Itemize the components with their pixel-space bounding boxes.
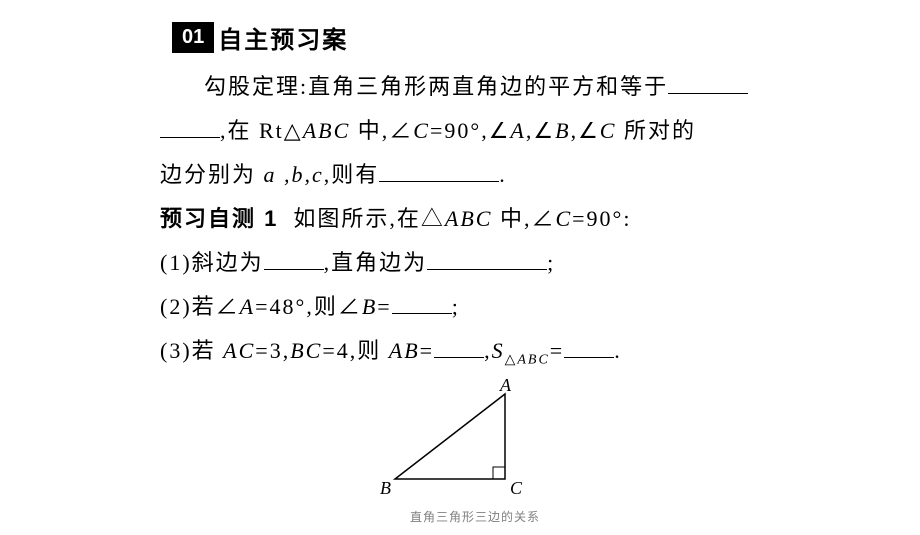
q2b: =48°,则∠	[255, 294, 362, 319]
theorem-text-1: 勾股定理:直角三角形两直角边的平方和等于	[204, 74, 668, 99]
q3S: S	[492, 338, 505, 363]
question-1: (1)斜边为 ,直角边为;	[160, 241, 790, 285]
q3AC: AC	[223, 338, 255, 363]
q2d: ;	[452, 294, 460, 319]
q2a: (2)若∠	[160, 294, 240, 319]
triangle-svg: A B C	[365, 379, 585, 499]
q3d: =	[420, 338, 434, 363]
q3b: =3,	[255, 338, 290, 363]
t2B: B	[555, 118, 570, 143]
t3a: 边分别为	[160, 162, 264, 187]
footer-caption: 直角三角形三边的关系	[160, 508, 790, 525]
selftest-label: 预习自测 1	[160, 206, 278, 231]
section-title: 自主预习案	[218, 20, 348, 55]
t2c: C	[413, 118, 430, 143]
label-C: C	[510, 478, 523, 498]
sthC: C	[555, 206, 572, 231]
q1a: (1)斜边为	[160, 250, 264, 275]
selftest-heading: 预习自测 1 如图所示,在△ABC 中,∠C=90°:	[160, 197, 790, 241]
q1c: ;	[547, 250, 555, 275]
blank-fill	[434, 357, 484, 358]
blank-fill	[668, 93, 748, 94]
sth1: 如图所示,在△	[293, 206, 445, 231]
q3f: =	[550, 338, 564, 363]
t2C2: C	[600, 118, 617, 143]
t2a: ,在 Rt△	[220, 118, 303, 143]
q2A: A	[240, 294, 255, 319]
q3a: (3)若	[160, 338, 223, 363]
theorem-line-2: ,在 Rt△ABC 中,∠C=90°,∠A,∠B,∠C 所对的	[160, 109, 790, 153]
t2b: 中,∠	[350, 118, 413, 143]
blank-fill	[379, 181, 499, 182]
label-A: A	[499, 379, 512, 395]
t2f: ,∠	[571, 118, 600, 143]
q3sub: △ABC	[505, 352, 550, 367]
blank-fill	[392, 313, 452, 314]
q2c: =	[377, 294, 391, 319]
q3BC: BC	[290, 338, 322, 363]
sth2: 中,∠	[492, 206, 555, 231]
t2A: A	[510, 118, 525, 143]
sthabc: ABC	[445, 206, 493, 231]
q3e: ,	[484, 338, 492, 363]
theorem-line-1: 勾股定理:直角三角形两直角边的平方和等于	[160, 65, 790, 109]
label-B: B	[380, 478, 391, 498]
section-badge: 01	[172, 22, 214, 53]
sth3: =90°:	[572, 206, 631, 231]
theorem-line-3: 边分别为 a ,b,c,则有.	[160, 153, 790, 197]
section-header: 01 自主预习案	[172, 20, 790, 55]
t3abc: a ,b,c	[264, 162, 324, 187]
q2B: B	[362, 294, 377, 319]
question-3: (3)若 AC=3,BC=4,则 AB=,S△ABC=.	[160, 329, 790, 374]
question-2: (2)若∠A=48°,则∠B=;	[160, 285, 790, 329]
q3AB: AB	[389, 338, 420, 363]
t2d: =90°,∠	[430, 118, 510, 143]
q3c: =4,则	[322, 338, 388, 363]
blank-fill	[264, 269, 324, 270]
t3c: .	[499, 162, 507, 187]
blank-fill	[160, 137, 220, 138]
t3b: ,则有	[324, 162, 380, 187]
blank-fill	[427, 269, 547, 270]
t2e: ,∠	[526, 118, 555, 143]
t2abc: ABC	[303, 118, 351, 143]
q3g: .	[614, 338, 622, 363]
blank-fill	[564, 357, 614, 358]
q1b: ,直角边为	[324, 250, 428, 275]
t2g: 所对的	[616, 118, 696, 143]
triangle-diagram: A B C	[160, 379, 790, 504]
